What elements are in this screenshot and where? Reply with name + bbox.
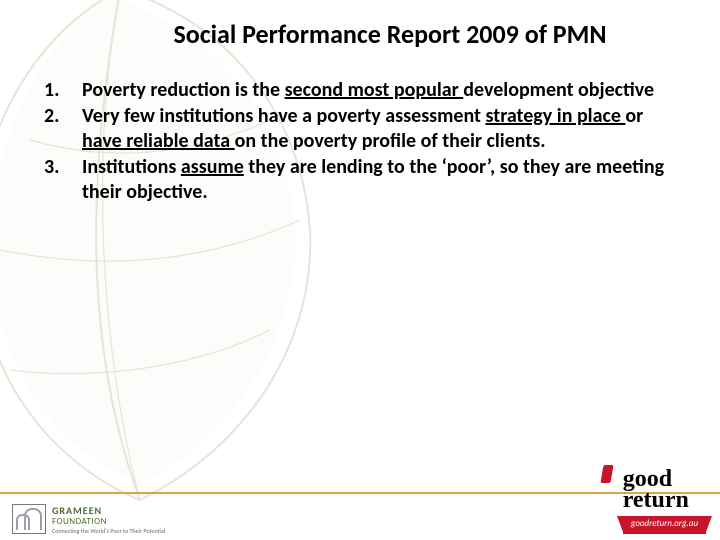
grameen-sub: FOUNDATION (52, 517, 165, 526)
grameen-mark-icon (12, 504, 46, 534)
goodreturn-logo: good return goodreturn.org.au (623, 469, 706, 534)
list-item: Institutions assume they are lending to … (44, 155, 676, 204)
text: Poverty reduction is the (82, 78, 285, 102)
text-underlined: assume (181, 155, 244, 179)
slide-content: Social Performance Report 2009 of PMN Po… (0, 0, 720, 540)
text-underlined: second most popular (285, 78, 464, 102)
list-item: Very few institutions have a poverty ass… (44, 104, 676, 153)
slide-title: Social Performance Report 2009 of PMN (40, 18, 680, 50)
goodreturn-word2: return (623, 487, 689, 513)
brush-accent-icon (600, 465, 613, 483)
text: on the poverty profile of their clients. (235, 129, 546, 153)
goodreturn-url-ribbon: goodreturn.org.au (623, 516, 706, 534)
text-underlined: strategy in place (486, 104, 626, 128)
text: Institutions (82, 155, 181, 179)
grameen-logo: GRAMEEN FOUNDATION Connecting the World'… (12, 504, 165, 534)
text-underlined: have reliable data (82, 129, 235, 153)
text: or (625, 104, 643, 128)
goodreturn-wordmark: good return (623, 469, 706, 512)
list-item: Poverty reduction is the second most pop… (44, 78, 676, 102)
grameen-tagline: Connecting the World's Poor to Their Pot… (52, 528, 165, 534)
footer: GRAMEEN FOUNDATION Connecting the World'… (0, 474, 720, 540)
text: development objective (463, 78, 654, 102)
text: Very few institutions have a poverty ass… (82, 104, 486, 128)
bullet-list: Poverty reduction is the second most pop… (44, 78, 676, 204)
grameen-text-block: GRAMEEN FOUNDATION Connecting the World'… (52, 506, 165, 534)
grameen-name: GRAMEEN (52, 506, 165, 516)
